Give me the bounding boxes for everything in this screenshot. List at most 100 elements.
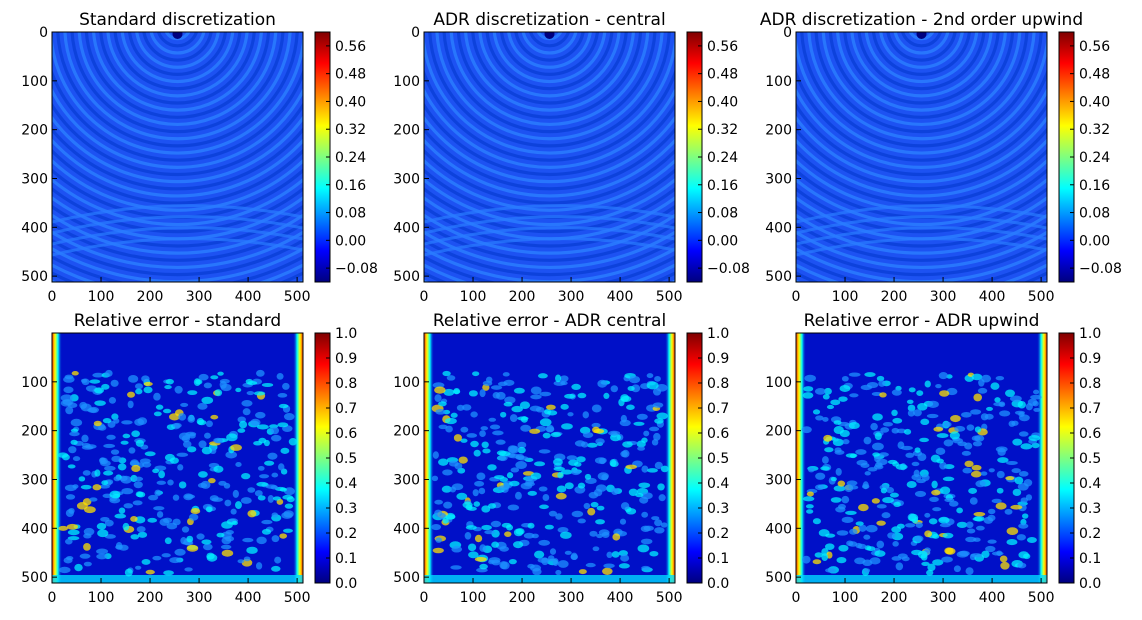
x-tick-label: 0 [48,590,57,606]
subplot-6: Relative error - ADR upwind 0 100 200 300 400… [765,311,1101,606]
colorbar-tick-label: 0.8 [335,376,357,392]
colorbar-tick-label: −0.08 [335,261,378,277]
y-tick-label: 400 [21,220,48,236]
colorbar-tick-label: 0.7 [707,401,729,417]
x-tick-label: 0 [792,590,801,606]
x-tick-label: 400 [235,590,262,606]
y-tick-label: 400 [765,521,792,537]
x-tick-label: 200 [509,590,536,606]
x-tick-label: 500 [1028,590,1055,606]
x-tick-label: 300 [186,590,213,606]
x-tick-label: 200 [509,289,536,305]
x-tick-label: 400 [979,590,1006,606]
colorbar-tick-label: 0.16 [335,178,366,194]
colorbar-tick-label: 0.7 [335,401,357,417]
x-tick-label: 500 [656,289,683,305]
y-tick-label: 100 [21,375,48,391]
colorbar-tick-label: 0.16 [707,178,738,194]
y-tick-label: 400 [21,521,48,537]
colorbar-tick-label: 0.3 [335,501,357,517]
y-tick-label: 200 [765,424,792,440]
colorbar-tick-label: 0.2 [707,526,729,542]
colorbar-tick-label: 0.3 [1079,501,1101,517]
colorbar-tick-label: 0.24 [707,150,738,166]
colorbar-tick-label: 0.32 [1079,122,1110,138]
colorbar-tick-label: 0.0 [1079,576,1101,592]
colorbar-tick-label: 0.2 [335,526,357,542]
colorbar-tick-label: 0.6 [1079,426,1101,442]
subplot-4: Relative error - standard 0 100 200 300 400 50… [21,311,357,606]
colorbar-tick-label: 0.4 [1079,476,1101,492]
y-tick-label: 0 [783,25,792,41]
colorbar-tick-label: 0.00 [1079,233,1110,249]
colorbar-tick-label: 0.4 [707,476,729,492]
y-tick-label: 100 [765,74,792,90]
colorbar-tick-label: 0.56 [335,39,366,55]
heatmap [796,333,1047,583]
y-tick-label: 400 [765,220,792,236]
colorbar-tick-label: 0.7 [1079,401,1101,417]
x-tick-label: 100 [832,590,859,606]
y-tick-label: 100 [393,375,420,391]
y-tick-label: 500 [393,570,420,586]
colorbar-tick-label: 0.0 [335,576,357,592]
x-tick-label: 100 [460,289,487,305]
colorbar-tick-label: 0.00 [707,233,738,249]
y-tick-label: 300 [393,171,420,187]
subplot-title: Relative error - standard [74,311,281,331]
colorbar-tick-label: 0.9 [707,351,729,367]
colorbar-tick-label: 1.0 [1079,326,1101,342]
subplot-title: ADR discretization - 2nd order upwind [760,10,1083,30]
x-tick-label: 100 [460,590,487,606]
y-tick-label: 500 [765,269,792,285]
x-tick-label: 300 [186,289,213,305]
x-tick-label: 400 [979,289,1006,305]
colorbar-tick-label: 0.08 [335,206,366,222]
subplot-title: ADR discretization - central [433,10,665,30]
colorbar-tick-label: 0.32 [707,122,738,138]
colorbar-tick-label: 0.8 [707,376,729,392]
x-tick-label: 200 [881,289,908,305]
x-tick-label: 100 [88,289,115,305]
y-tick-label: 500 [765,570,792,586]
colorbar-tick-label: 0.4 [335,476,357,492]
y-tick-label: 300 [765,171,792,187]
y-tick-label: 100 [393,74,420,90]
heatmap [424,32,675,282]
x-tick-label: 200 [137,590,164,606]
y-tick-label: 200 [393,424,420,440]
y-tick-label: 300 [393,472,420,488]
colorbar-tick-label: −0.08 [1079,261,1122,277]
x-tick-label: 200 [137,289,164,305]
subplot-5: Relative error - ADR central 0 100 200 300 40… [393,311,729,606]
y-tick-label: 300 [765,472,792,488]
x-tick-label: 0 [420,590,429,606]
x-tick-label: 500 [656,590,683,606]
colorbar-tick-label: 0.48 [707,67,738,83]
colorbar-tick-label: 0.48 [335,67,366,83]
colorbar-tick-label: 0.3 [707,501,729,517]
colorbar-tick-label: 0.40 [707,94,738,110]
colorbar-tick-label: 0.56 [1079,39,1110,55]
colorbar-tick-label: 0.56 [707,39,738,55]
x-tick-label: 500 [1028,289,1055,305]
x-tick-label: 0 [792,289,801,305]
x-tick-label: 100 [88,590,115,606]
y-tick-label: 400 [393,521,420,537]
colorbar-tick-label: 0.0 [707,576,729,592]
x-tick-label: 400 [607,289,634,305]
colorbar-tick-label: 0.08 [1079,206,1110,222]
subplot-title: Standard discretization [79,10,276,30]
colorbar-tick-label: 0.8 [1079,376,1101,392]
colorbar-tick-label: 0.5 [707,451,729,467]
colorbar-tick-label: 0.1 [335,551,357,567]
subplot-title: Relative error - ADR upwind [804,311,1040,331]
y-tick-label: 200 [21,123,48,139]
x-tick-label: 0 [420,289,429,305]
colorbar-tick-label: 0.24 [1079,150,1110,166]
x-tick-label: 100 [832,289,859,305]
heatmap [796,32,1047,282]
x-tick-label: 300 [930,590,957,606]
x-tick-label: 400 [235,289,262,305]
